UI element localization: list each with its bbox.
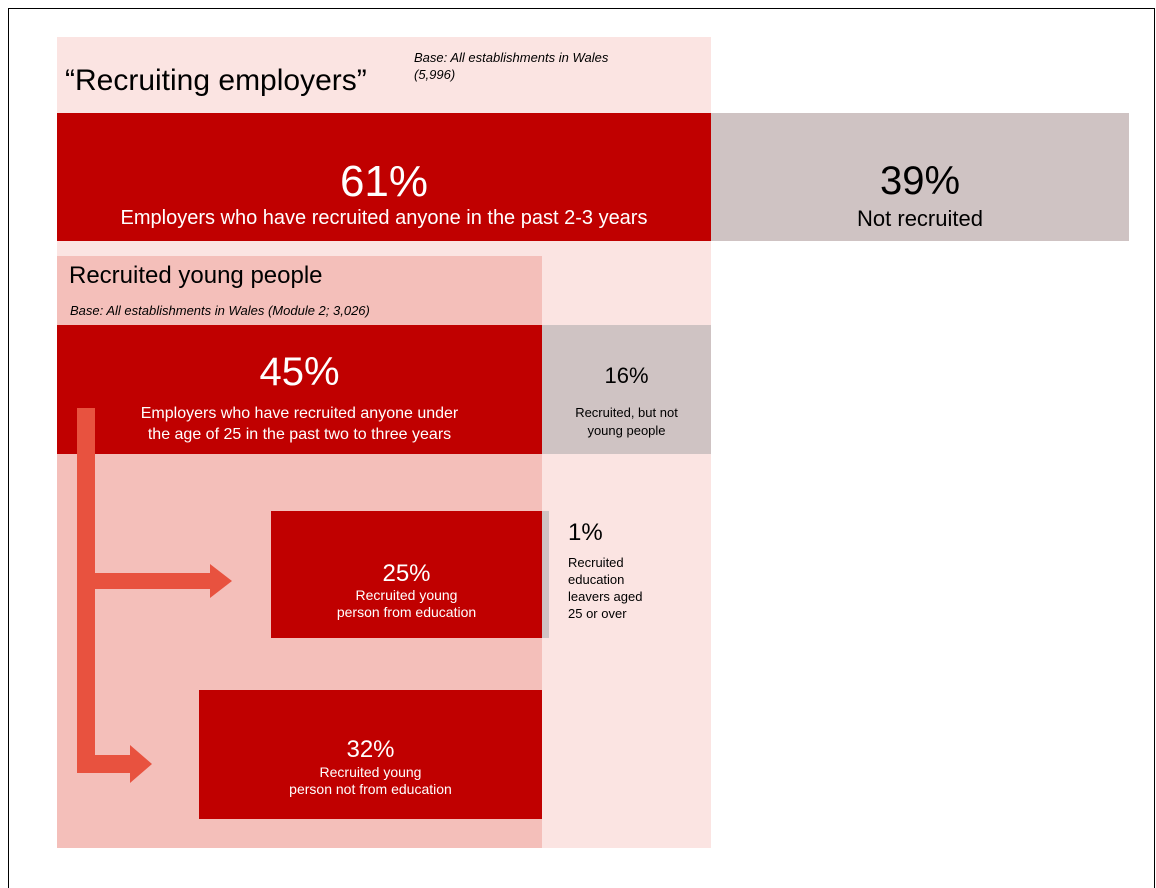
older-leavers-pct: 1%: [568, 519, 603, 546]
young-label-line1: Employers who have recruited anyone unde…: [140, 405, 459, 422]
young-pct: 45%: [259, 350, 340, 394]
older-leavers-label-line4: 25 or over: [568, 606, 627, 621]
not-young-label-line1: Recruited, but not: [575, 405, 678, 420]
older-leavers-label-line1: Recruited: [568, 555, 624, 570]
older-leavers-text: 1% Recruited education leavers aged 25 o…: [568, 518, 642, 622]
flow-arrow-stem: [77, 408, 95, 773]
not-young-label-line2: young people: [587, 423, 666, 438]
not-from-education-label-line2: person not from education: [289, 781, 452, 797]
recruited-label: Employers who have recruited anyone in t…: [120, 207, 648, 229]
not-recruited-pct: 39%: [879, 159, 961, 203]
older-leavers-bar: [542, 511, 549, 638]
not-from-education-box: 32% Recruited young person not from educ…: [199, 690, 542, 819]
from-education-label-line1: Recruited young: [355, 587, 458, 603]
recruited-pct: 61%: [339, 157, 429, 206]
recruiting-base-line2: (5,996): [414, 67, 456, 82]
young-label-line2: the age of 25 in the past two to three y…: [147, 426, 452, 443]
recruiting-base-line1: Base: All establishments in Wales: [414, 50, 609, 65]
flow-arrow-upper: [92, 564, 232, 598]
not-from-education-pct: 32%: [346, 736, 395, 763]
not-young-bar: 16% Recruited, but not young people: [542, 325, 711, 454]
not-from-education-label-line1: Recruited young: [319, 764, 422, 780]
recruiting-title: “Recruiting employers”: [65, 64, 367, 97]
older-leavers-label-line3: leavers aged: [568, 589, 643, 604]
young-base-note: Base: All establishments in Wales (Modul…: [70, 303, 370, 318]
recruiting-header-panel: [57, 37, 711, 113]
not-recruited-label: Not recruited: [857, 206, 983, 231]
from-education-pct: 25%: [382, 560, 431, 587]
not-young-pct: 16%: [604, 363, 649, 388]
not-recruited-bar: 39% Not recruited: [711, 113, 1129, 241]
older-leavers-label-line2: education: [568, 572, 625, 587]
recruiting-base-note: Base: All establishments in Wales (5,996…: [414, 49, 684, 83]
slide-frame: [8, 8, 1155, 888]
recruited-bar: 61% Employers who have recruited anyone …: [57, 113, 711, 241]
from-education-box: 25% Recruited young person from educatio…: [271, 511, 542, 638]
young-title: Recruited young people: [69, 262, 323, 289]
flow-arrow-lower: [92, 745, 152, 783]
young-bar: 45% Employers who have recruited anyone …: [57, 325, 542, 454]
from-education-label-line2: person from education: [336, 604, 477, 620]
